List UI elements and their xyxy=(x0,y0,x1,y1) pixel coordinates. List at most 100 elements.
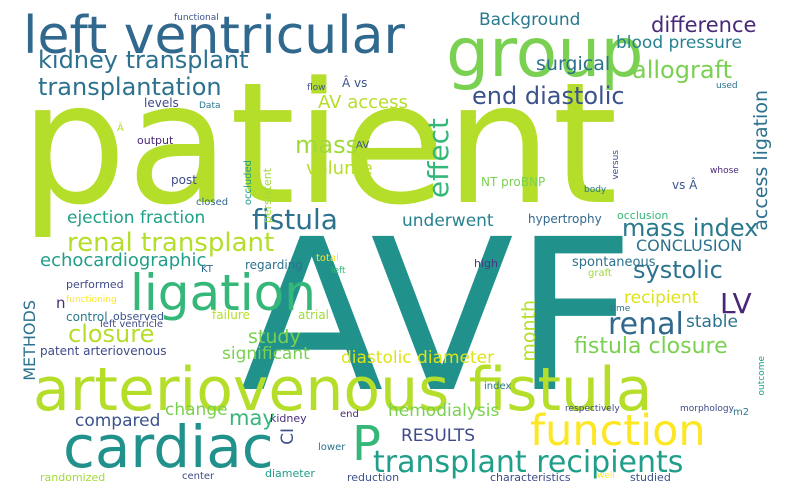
word-kidney-transplant: kidney transplant xyxy=(38,46,249,74)
word-outcome: outcome xyxy=(757,356,767,396)
word-change: change xyxy=(165,400,228,420)
word-vs-a: vs Â xyxy=(672,178,698,192)
word-diameter: diameter xyxy=(265,467,315,480)
word-performed: performed xyxy=(66,278,124,291)
word-m2: m2 xyxy=(733,407,750,418)
word-access-ligation: access ligation xyxy=(750,90,772,231)
word-compared: compared xyxy=(75,411,161,431)
word-cardiac: cardiac xyxy=(63,413,274,481)
word-left-ventricular: left ventricular xyxy=(23,6,405,66)
word-levels: levels xyxy=(144,96,179,110)
word-nt-probnp: NT proBNP xyxy=(481,175,546,189)
word-versus: versus xyxy=(611,150,621,180)
word-control: control xyxy=(66,310,108,324)
word-body: body xyxy=(584,185,607,195)
word-well: well xyxy=(597,471,615,481)
word-effect-vertical: effect xyxy=(422,118,455,199)
word-conclusion: CONCLUSION xyxy=(636,236,743,255)
word-study: study xyxy=(248,326,301,348)
word-echocardiographic: echocardiographic xyxy=(40,250,207,271)
word-ligation: ligation xyxy=(130,264,316,322)
word-characteristics: characteristics xyxy=(490,471,571,484)
word-stable: stable xyxy=(686,312,738,332)
word-left-ventricle: left ventricle xyxy=(100,319,164,330)
word-flow: flow xyxy=(307,83,326,93)
word-graft: graft xyxy=(588,268,612,279)
word-allograft: allograft xyxy=(632,56,732,84)
word-atrial: atrial xyxy=(298,308,330,322)
word-diastolic-diameter: diastolic diameter xyxy=(341,348,495,368)
word-spontaneous: spontaneous xyxy=(572,255,656,270)
word-respectively: respectively xyxy=(565,404,620,414)
word-ci: CI xyxy=(278,428,298,445)
word-functioning: functioning xyxy=(66,295,117,305)
word-underwent: underwent xyxy=(402,211,494,231)
word-volume: volume xyxy=(306,158,373,179)
word-results: RESULTS xyxy=(401,426,476,446)
word-post: post xyxy=(171,173,197,187)
word-may: may xyxy=(229,406,275,430)
word-mass: mass xyxy=(295,131,359,159)
word-failure: failure xyxy=(212,308,250,322)
word-function: function xyxy=(530,406,706,456)
word-difference: difference xyxy=(651,13,757,37)
word-transplant-recipients: transplant recipients xyxy=(373,445,684,480)
word-randomized: randomized xyxy=(40,471,106,484)
word-closure: closure xyxy=(68,320,155,348)
word-left: left xyxy=(331,266,346,276)
word-surgical: surgical xyxy=(536,53,611,75)
word-renal-transplant: renal transplant xyxy=(67,228,275,258)
word-hypertrophy: hypertrophy xyxy=(528,212,602,226)
word-end-diastolic: end diastolic xyxy=(472,82,625,110)
word-studied: studied xyxy=(630,471,671,484)
word-whose: whose xyxy=(710,166,739,176)
word-center: center xyxy=(182,471,215,482)
word-end: end xyxy=(340,409,359,420)
word-fistula-closure: fistula closure xyxy=(574,334,728,359)
word-p: P xyxy=(352,416,381,472)
word-output: output xyxy=(137,134,174,147)
word-ejection-fraction: ejection fraction xyxy=(67,208,206,228)
word-reduction: reduction xyxy=(347,471,400,484)
word-observed: observed xyxy=(113,310,164,323)
word-significant: significant xyxy=(222,344,310,364)
word-patent-arteriovenous: patent arteriovenous xyxy=(40,344,167,358)
word-index: index xyxy=(484,381,512,392)
word-mass-index: mass index xyxy=(622,214,759,242)
word-time: time xyxy=(610,304,631,314)
word-month: month xyxy=(518,300,540,362)
word-persistent: persistent xyxy=(261,168,274,224)
word-closed: closed xyxy=(196,197,229,208)
word-kidney: kidney xyxy=(270,412,307,425)
word-fistula: fistula xyxy=(252,203,338,236)
word-morphology: morphology xyxy=(680,404,734,414)
word-methods: METHODS xyxy=(20,300,39,381)
word-lv: LV xyxy=(720,287,752,320)
word-a-vs: Â vs xyxy=(342,76,368,90)
word-occluded: occluded xyxy=(243,160,254,206)
word-total: total xyxy=(316,253,339,264)
word-arteriovenous-fistula: arteriovenous fistula xyxy=(33,355,653,425)
word-renal: renal xyxy=(608,307,684,342)
word-recipient: recipient xyxy=(624,288,699,308)
word-data: Data xyxy=(199,101,221,111)
word-background: Background xyxy=(479,10,581,30)
word-patient: patient xyxy=(20,46,618,242)
word-av-access: AV access xyxy=(318,92,408,113)
word-functional: functional xyxy=(174,13,219,23)
word-systolic: systolic xyxy=(633,256,723,284)
word-n: n xyxy=(56,294,66,312)
word-occlusion: occlusion xyxy=(617,209,669,222)
word-lower: lower xyxy=(318,442,346,453)
word-hemodialysis: hemodialysis xyxy=(388,401,500,421)
word-avf: AVF xyxy=(240,194,635,439)
word-regarding: regarding xyxy=(245,258,303,272)
word-transplantation: transplantation xyxy=(38,73,222,101)
word-av: AV xyxy=(356,140,370,151)
word-blood-pressure: blood pressure xyxy=(616,33,742,53)
word-group: group xyxy=(446,14,644,93)
word-a: Â xyxy=(117,123,124,134)
word-used: used xyxy=(716,81,738,91)
word-high: high xyxy=(474,257,498,270)
